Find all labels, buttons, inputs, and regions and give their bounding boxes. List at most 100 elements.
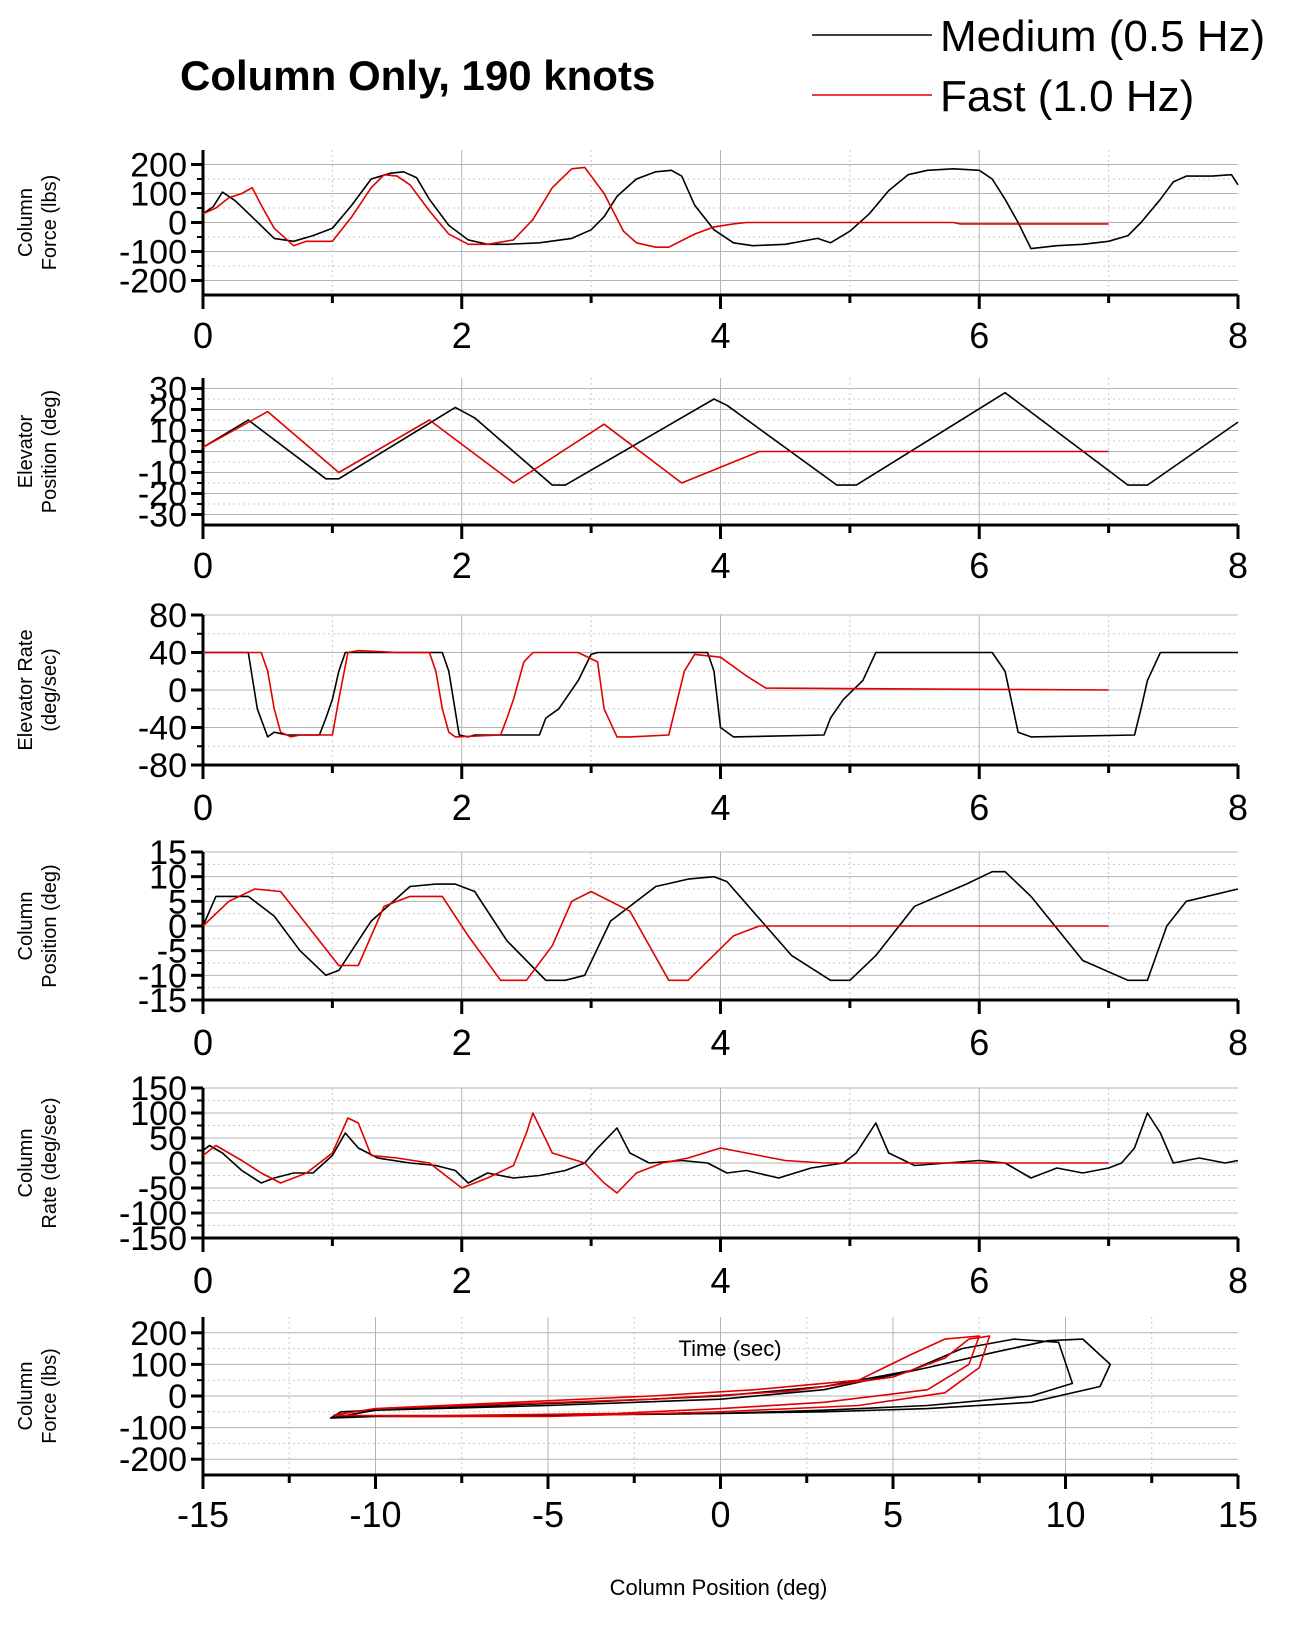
y-tick-label: 0 (168, 672, 187, 710)
x-tick-label: 0 (193, 315, 213, 356)
x-tick-label: 6 (969, 315, 989, 356)
x-tick-label: -5 (532, 1494, 564, 1535)
x-tick-label: 2 (452, 1260, 472, 1301)
y-axis-label: Column Force (lbs) (15, 175, 61, 271)
y-axis-label-line: Rate (deg/sec) (39, 1097, 61, 1228)
y-axis-label-line: (deg/sec) (39, 648, 61, 731)
y-axis-label-line: Column (15, 892, 37, 961)
x-tick-label: 4 (710, 545, 730, 586)
y-axis-label: Column Rate (deg/sec) (15, 1097, 61, 1228)
x-tick-label: 8 (1228, 1260, 1248, 1301)
x-axis-label: Column Position (deg) (610, 1575, 828, 1600)
x-tick-label: 2 (452, 1022, 472, 1063)
series-line-medium (202, 870, 1239, 982)
y-tick-label: -15 (138, 982, 187, 1020)
x-tick-label: -10 (349, 1494, 401, 1535)
y-tick-label: 0 (168, 205, 187, 243)
x-tick-label: 2 (452, 545, 472, 586)
y-axis-label-line: Column (15, 1362, 37, 1431)
x-tick-label: 6 (969, 1260, 989, 1301)
y-tick-label: 80 (149, 597, 187, 635)
y-tick-label: -20 (138, 476, 187, 514)
y-tick-label: -5 (157, 933, 187, 971)
series-line-fast (202, 888, 1109, 982)
y-tick-label: 5 (168, 883, 187, 921)
y-tick-label: -200 (119, 1441, 187, 1479)
x-tick-label: 8 (1228, 1022, 1248, 1063)
x-tick-label: 4 (710, 1260, 730, 1301)
x-tick-label: 5 (883, 1494, 903, 1535)
y-tick-label: -100 (119, 1410, 187, 1448)
y-axis-label-line: Position (deg) (39, 390, 61, 513)
y-axis-label-line: Elevator (15, 414, 37, 488)
y-tick-label: 100 (130, 1346, 187, 1384)
x-tick-label: 10 (1045, 1494, 1085, 1535)
x-tick-label: 2 (452, 787, 472, 828)
x-tick-label: 0 (193, 545, 213, 586)
y-tick-label: 200 (130, 147, 187, 185)
y-tick-label: 40 (149, 635, 187, 673)
x-tick-label: 0 (193, 1260, 213, 1301)
y-tick-label: -80 (138, 747, 187, 785)
y-axis-label-line: Elevator Rate (15, 629, 37, 750)
y-axis-label: Elevator Rate (deg/sec) (15, 629, 61, 750)
x-tick-label: 0 (710, 1494, 730, 1535)
series-line-fast (202, 410, 1109, 484)
series-line-fast (333, 1335, 991, 1418)
y-axis-label-line: Position (deg) (39, 864, 61, 987)
y-tick-label: 20 (149, 392, 187, 430)
y-tick-label: -150 (119, 1220, 187, 1258)
annotation: Time (sec) (678, 1336, 781, 1361)
series-line-fast (202, 166, 1109, 248)
y-tick-label: 50 (149, 1120, 187, 1158)
y-tick-label: 15 (149, 834, 187, 872)
x-tick-label: 6 (969, 787, 989, 828)
series-line-medium (202, 391, 1239, 486)
y-tick-label: -10 (138, 957, 187, 995)
y-tick-label: 0 (168, 908, 187, 946)
y-tick-label: 0 (168, 1145, 187, 1183)
x-tick-label: 8 (1228, 545, 1248, 586)
legend-label-medium: Medium (0.5 Hz) (940, 12, 1265, 61)
y-tick-label: 100 (130, 176, 187, 214)
y-axis-label-line: Column (15, 188, 37, 257)
x-tick-label: 6 (969, 1022, 989, 1063)
y-tick-label: 10 (149, 413, 187, 451)
chart-title: Column Only, 190 knots (180, 52, 655, 99)
x-tick-label: 6 (969, 545, 989, 586)
x-tick-label: 15 (1218, 1494, 1258, 1535)
y-tick-label: -10 (138, 455, 187, 493)
y-axis-label: Column Force (lbs) (15, 1348, 61, 1444)
y-axis-label-line: Force (lbs) (39, 1348, 61, 1444)
y-axis-label-line: Column (15, 1129, 37, 1198)
series-line-medium (202, 1112, 1239, 1184)
y-tick-label: -100 (119, 234, 187, 272)
series-line-fast (202, 1112, 1109, 1194)
y-axis-label: Elevator Position (deg) (15, 390, 61, 513)
series-line-medium (202, 168, 1239, 250)
y-tick-label: 100 (130, 1095, 187, 1133)
legend: Medium (0.5 Hz) Fast (1.0 Hz) (812, 12, 1265, 121)
y-tick-label: -50 (138, 1170, 187, 1208)
x-tick-label: 8 (1228, 787, 1248, 828)
series-line-medium (203, 651, 1238, 738)
x-tick-label: -15 (177, 1494, 229, 1535)
y-tick-label: 0 (168, 434, 187, 472)
series-line-fast (203, 649, 1109, 738)
y-tick-label: -40 (138, 710, 187, 748)
legend-label-fast: Fast (1.0 Hz) (940, 72, 1194, 121)
x-tick-label: 0 (193, 787, 213, 828)
y-tick-label: -100 (119, 1195, 187, 1233)
y-axis-label-line: Force (lbs) (39, 175, 61, 271)
x-tick-label: 4 (710, 1022, 730, 1063)
x-tick-label: 4 (710, 315, 730, 356)
y-tick-label: 10 (149, 859, 187, 897)
x-tick-label: 0 (193, 1022, 213, 1063)
y-tick-label: -30 (138, 497, 187, 535)
